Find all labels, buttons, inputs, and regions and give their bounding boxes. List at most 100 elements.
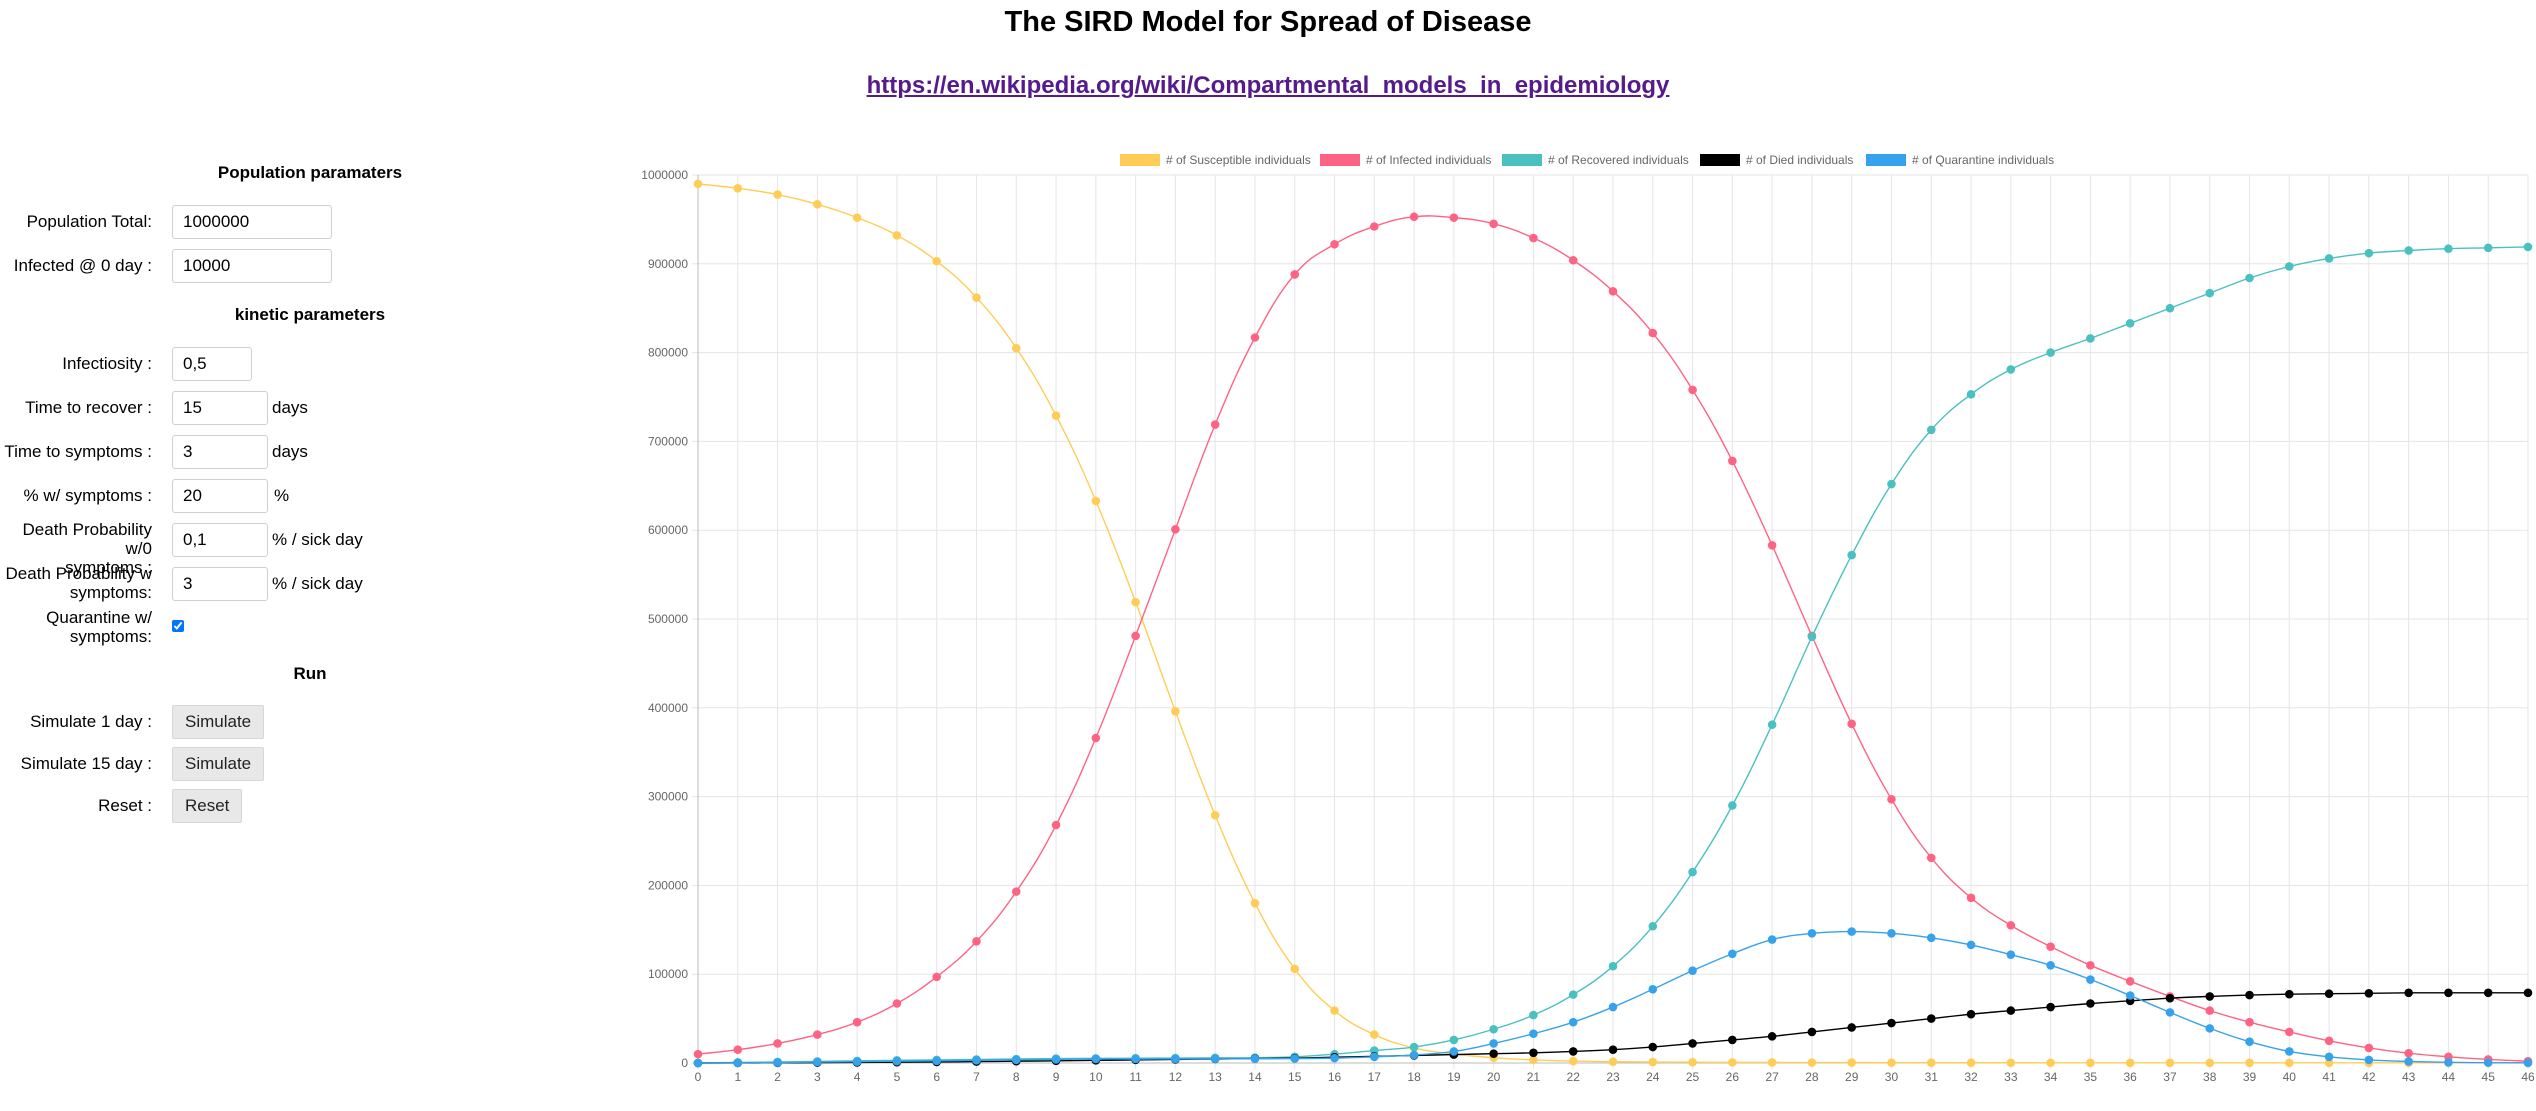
data-point [1767, 720, 1777, 729]
simulate-1-day-button[interactable]: Simulate [172, 705, 265, 739]
reset-label: Reset : [98, 796, 152, 815]
data-point [1449, 213, 1459, 222]
data-point [1210, 1054, 1220, 1064]
data-point [1728, 1035, 1737, 1045]
data-point [2006, 950, 2016, 959]
data-point [2285, 1058, 2294, 1068]
data-point [1449, 1047, 1459, 1056]
death-w-symptoms-label: Death Probability w symptoms: [0, 564, 152, 602]
x-tick-label: 32 [1964, 1070, 1978, 1084]
data-point [1767, 935, 1777, 944]
data-point [2285, 262, 2294, 271]
data-point [2404, 1057, 2413, 1066]
data-point [1688, 867, 1697, 877]
recover-input[interactable] [172, 391, 268, 425]
data-point [1051, 820, 1061, 830]
quarantine-checkbox[interactable] [172, 620, 184, 632]
quarantine-label: Quarantine w/ symptoms: [0, 608, 152, 646]
quarantine-label-line1: Quarantine w/ [46, 608, 152, 627]
data-point [1171, 525, 1180, 534]
chart-series [693, 179, 2533, 1068]
death-w-symptoms-input[interactable] [172, 567, 268, 601]
x-tick-label: 46 [2521, 1070, 2534, 1084]
data-point [1051, 411, 1061, 420]
data-point [2205, 288, 2215, 298]
x-tick-label: 36 [2123, 1070, 2137, 1084]
data-point [2245, 990, 2254, 1000]
x-tick-label: 27 [1765, 1070, 1779, 1084]
legend-label: # of Recovered individuals [1548, 153, 1689, 167]
data-point [892, 999, 902, 1008]
data-point [2444, 244, 2453, 254]
data-point [1966, 1058, 1976, 1068]
x-tick-label: 44 [2442, 1070, 2456, 1084]
data-point [2165, 1058, 2175, 1068]
reset-button[interactable]: Reset [172, 789, 243, 823]
x-tick-label: 31 [1925, 1070, 1939, 1084]
data-point [2086, 999, 2095, 1008]
data-point [1847, 550, 1856, 560]
legend-label: # of Quarantine individuals [1912, 153, 2054, 167]
data-point [1688, 385, 1697, 395]
x-tick-label: 33 [2004, 1070, 2018, 1084]
data-point [1648, 984, 1658, 994]
wikipedia-link[interactable]: https://en.wikipedia.org/wiki/Compartmen… [866, 72, 1670, 99]
death-wo-symptoms-label-line2: symptoms : [65, 558, 152, 577]
data-point [693, 1058, 703, 1068]
data-point [1847, 1058, 1856, 1067]
data-point [2006, 1006, 2016, 1015]
symptoms-input[interactable] [172, 435, 268, 469]
pct-symptoms-label: % w/ symptoms : [23, 486, 152, 505]
pct-symptoms-input[interactable] [172, 479, 268, 513]
data-point [2086, 961, 2095, 970]
population-total-label: Population Total: [26, 212, 152, 231]
x-tick-label: 23 [1606, 1070, 1620, 1084]
data-point [1688, 1057, 1697, 1067]
death-wo-symptoms-input[interactable] [172, 523, 268, 557]
data-point [932, 972, 941, 982]
x-tick-label: 0 [695, 1070, 702, 1084]
data-point [1091, 733, 1101, 743]
data-point [852, 1057, 862, 1066]
data-point [2364, 248, 2374, 258]
data-point [2165, 1008, 2175, 1017]
death-wo-symptoms-unit: % / sick day [272, 530, 363, 549]
data-point [2086, 1058, 2095, 1068]
data-point [773, 1039, 782, 1048]
data-point [1370, 1030, 1379, 1039]
data-point [2245, 1037, 2254, 1046]
x-tick-label: 41 [2322, 1070, 2336, 1084]
x-tick-label: 16 [1328, 1070, 1342, 1084]
data-point [1489, 1049, 1498, 1058]
data-point [1847, 719, 1856, 729]
recover-label: Time to recover : [25, 398, 152, 417]
infected-input[interactable] [172, 249, 332, 283]
data-point [1887, 794, 1896, 804]
data-point [1529, 1048, 1538, 1058]
data-point [1887, 929, 1896, 938]
data-point [1011, 343, 1021, 353]
x-axis-ticks: 0 1 2 3 4 5 6 7 8 9 10 11 12 13 14 15 16 17 18 19 20 21 22 23 24… [695, 1070, 2534, 1084]
data-point [2444, 1057, 2453, 1067]
data-point [1290, 1054, 1300, 1063]
y-tick-label: 800000 [648, 346, 688, 360]
y-tick-label: 700000 [648, 434, 688, 448]
x-tick-label: 17 [1368, 1070, 1382, 1084]
data-point [1926, 425, 1936, 435]
data-point [1409, 1042, 1419, 1052]
data-point [2404, 246, 2413, 255]
infectiosity-input[interactable] [172, 347, 252, 381]
simulate-15-day-button[interactable]: Simulate [172, 747, 265, 781]
y-tick-label: 100000 [648, 967, 688, 981]
x-tick-label: 6 [933, 1070, 940, 1084]
symptoms-unit: days [272, 442, 308, 461]
data-point [1529, 1010, 1538, 1020]
data-point [1608, 287, 1618, 296]
data-point [2483, 243, 2493, 253]
sird-line-chart: # of Susceptible individuals # of Infecte… [641, 153, 2534, 1084]
population-total-input[interactable] [172, 205, 332, 239]
population-heading: Population paramaters [217, 163, 403, 182]
data-point [1608, 961, 1618, 971]
x-tick-label: 3 [814, 1070, 821, 1084]
y-tick-label: 600000 [648, 523, 688, 537]
